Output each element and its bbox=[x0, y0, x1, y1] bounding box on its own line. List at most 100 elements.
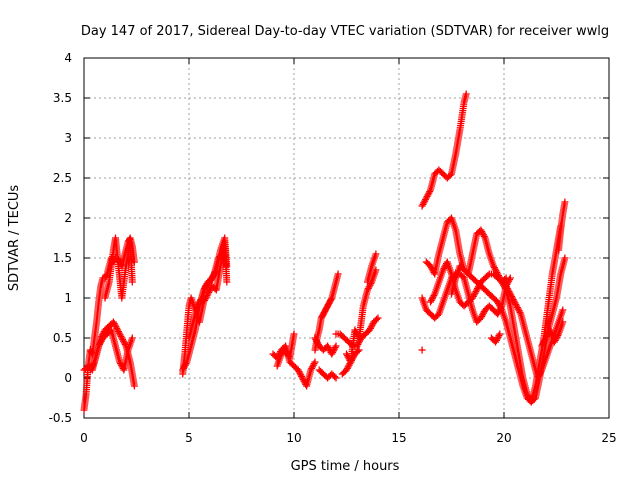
data-point bbox=[374, 314, 382, 322]
data-point bbox=[512, 300, 520, 308]
data-point bbox=[428, 295, 436, 303]
data-point bbox=[219, 250, 227, 258]
data-point bbox=[479, 229, 487, 237]
data-point bbox=[507, 291, 515, 299]
data-point bbox=[130, 382, 138, 390]
data-point bbox=[491, 265, 499, 273]
data-point bbox=[310, 360, 318, 368]
data-point bbox=[420, 199, 428, 207]
data-point bbox=[423, 192, 431, 200]
data-point bbox=[422, 194, 430, 202]
data-point bbox=[480, 232, 488, 240]
data-point bbox=[193, 302, 201, 310]
y-tick-label: 2.5 bbox=[53, 171, 72, 185]
data-point bbox=[348, 355, 356, 363]
data-point bbox=[223, 278, 231, 286]
data-point bbox=[331, 344, 339, 352]
data-point bbox=[180, 364, 188, 372]
data-point bbox=[217, 251, 225, 259]
data-point bbox=[478, 312, 486, 320]
data-point bbox=[197, 296, 205, 304]
data-point bbox=[328, 350, 336, 358]
data-point bbox=[506, 274, 514, 282]
data-point bbox=[309, 361, 317, 369]
data-point bbox=[116, 358, 124, 366]
y-tick-label: 3.5 bbox=[53, 91, 72, 105]
data-point bbox=[516, 308, 524, 316]
data-point bbox=[494, 298, 502, 306]
data-point bbox=[223, 262, 231, 270]
data-point bbox=[503, 284, 511, 292]
data-point bbox=[89, 361, 97, 369]
data-point bbox=[504, 286, 512, 294]
data-point bbox=[495, 301, 503, 309]
data-point bbox=[112, 323, 120, 331]
data-point bbox=[308, 364, 316, 372]
x-tick-label: 15 bbox=[391, 431, 406, 445]
data-point bbox=[367, 280, 375, 288]
data-point bbox=[311, 358, 319, 366]
data-point bbox=[120, 339, 128, 347]
data-point bbox=[346, 360, 354, 368]
data-point bbox=[364, 286, 371, 294]
points-layer bbox=[80, 90, 569, 414]
x-tick-label: 10 bbox=[286, 431, 301, 445]
data-point bbox=[477, 226, 485, 234]
data-point bbox=[513, 302, 521, 310]
data-point bbox=[508, 292, 516, 300]
data-point bbox=[439, 266, 447, 274]
data-point bbox=[495, 332, 503, 340]
data-point bbox=[344, 363, 352, 371]
data-point bbox=[427, 296, 435, 304]
data-point bbox=[343, 364, 351, 372]
data-point bbox=[372, 250, 380, 258]
data-point bbox=[540, 337, 548, 345]
data-point bbox=[561, 198, 569, 206]
data-point bbox=[509, 296, 517, 304]
data-point bbox=[313, 337, 321, 345]
chart-title: Day 147 of 2017, Sidereal Day-to-day VTE… bbox=[81, 24, 609, 39]
data-point bbox=[207, 276, 215, 284]
data-point bbox=[493, 335, 501, 343]
y-tick-label: 0.5 bbox=[53, 331, 72, 345]
data-point bbox=[206, 278, 214, 286]
x-tick-label: 25 bbox=[601, 431, 616, 445]
x-tick-label: 20 bbox=[496, 431, 511, 445]
data-point bbox=[373, 315, 381, 323]
data-point bbox=[421, 197, 429, 205]
data-point bbox=[473, 286, 481, 294]
data-point bbox=[477, 314, 485, 322]
data-point bbox=[364, 284, 372, 292]
data-point bbox=[113, 324, 121, 332]
y-axis-label: SDTVAR / TECUs bbox=[7, 185, 22, 292]
data-point bbox=[86, 366, 94, 374]
y-tick-label: 1 bbox=[64, 291, 72, 305]
data-point bbox=[119, 337, 127, 345]
data-point bbox=[327, 295, 335, 303]
data-point bbox=[331, 373, 339, 381]
y-tick-label: 3 bbox=[64, 131, 72, 145]
data-point bbox=[196, 297, 204, 305]
data-point bbox=[332, 374, 340, 382]
data-point bbox=[494, 333, 502, 341]
data-point bbox=[427, 298, 434, 306]
data-point bbox=[479, 231, 487, 239]
data-point bbox=[513, 304, 521, 312]
data-point bbox=[508, 294, 516, 302]
data-point bbox=[202, 293, 210, 301]
data-point bbox=[130, 258, 138, 266]
data-point bbox=[182, 360, 190, 368]
data-point bbox=[366, 326, 374, 334]
data-point bbox=[492, 338, 500, 346]
data-point bbox=[117, 332, 125, 340]
data-point bbox=[307, 366, 315, 374]
data-point bbox=[561, 254, 569, 262]
data-point bbox=[500, 278, 508, 286]
data-point bbox=[424, 191, 432, 199]
data-point bbox=[343, 366, 350, 374]
data-point bbox=[114, 326, 122, 334]
data-point bbox=[295, 368, 303, 376]
data-point bbox=[469, 292, 477, 300]
data-point bbox=[329, 348, 337, 356]
